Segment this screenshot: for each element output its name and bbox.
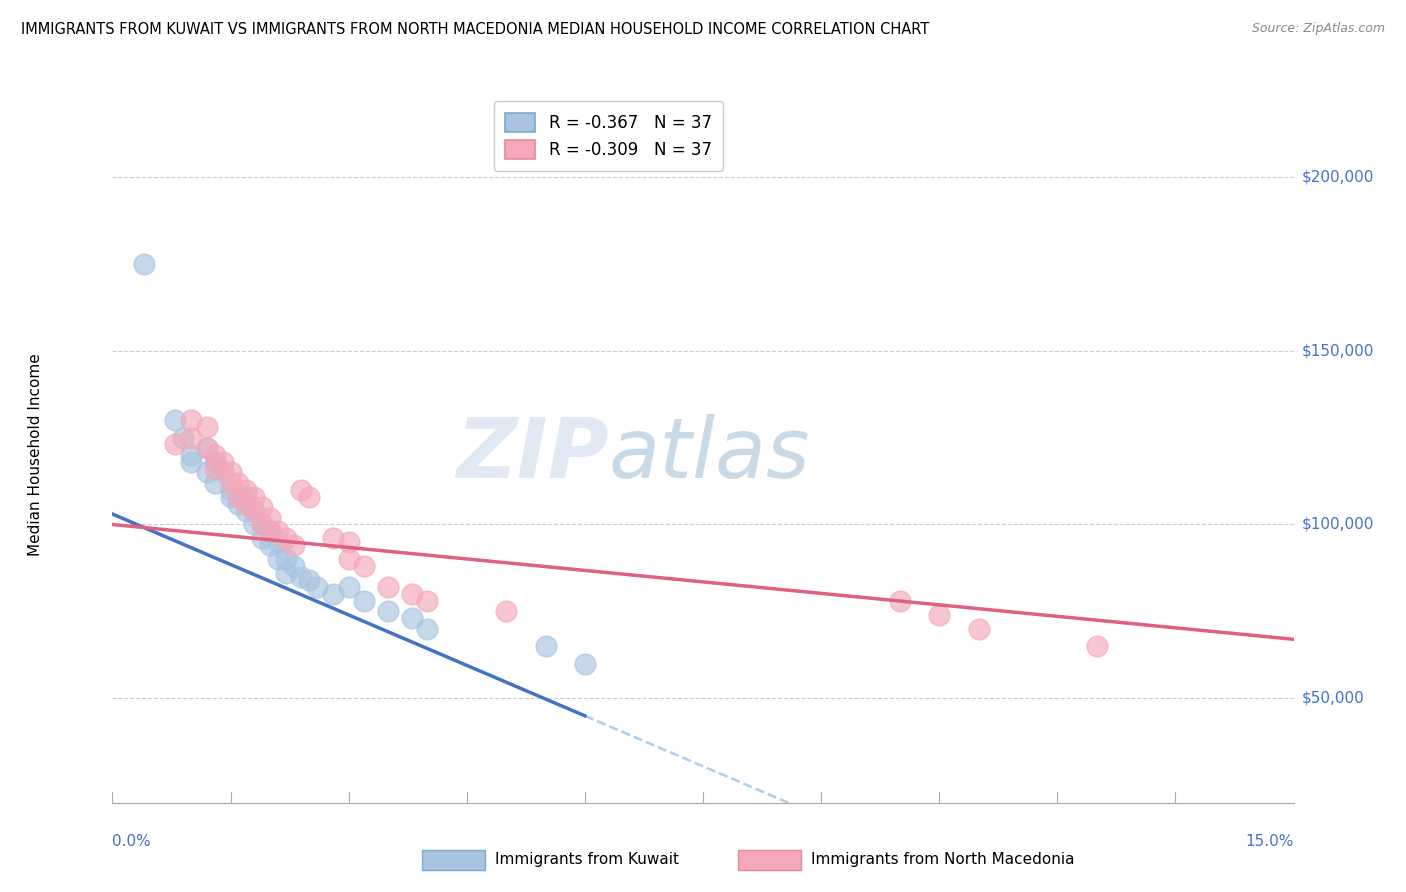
Point bbox=[928, 607, 950, 622]
Point bbox=[219, 490, 242, 504]
Point bbox=[219, 466, 242, 480]
Point bbox=[219, 483, 242, 497]
Point bbox=[172, 430, 194, 444]
Text: ZIP: ZIP bbox=[456, 415, 609, 495]
Point bbox=[267, 552, 290, 566]
Point bbox=[401, 587, 423, 601]
Point bbox=[259, 510, 281, 524]
Point bbox=[180, 430, 202, 444]
Text: $150,000: $150,000 bbox=[1302, 343, 1374, 358]
Point bbox=[337, 552, 360, 566]
Point bbox=[211, 466, 233, 480]
Point bbox=[235, 483, 257, 497]
Point bbox=[211, 455, 233, 469]
Point bbox=[195, 441, 218, 455]
Point bbox=[180, 448, 202, 462]
Point bbox=[243, 490, 266, 504]
Point bbox=[250, 517, 273, 532]
Point bbox=[243, 517, 266, 532]
Point bbox=[416, 622, 439, 636]
Point bbox=[243, 503, 266, 517]
Point bbox=[228, 475, 250, 490]
Point bbox=[195, 420, 218, 434]
Point bbox=[353, 594, 375, 608]
Point bbox=[267, 524, 290, 539]
Point bbox=[204, 455, 226, 469]
Point bbox=[967, 622, 990, 636]
Point bbox=[274, 552, 297, 566]
Text: atlas: atlas bbox=[609, 415, 810, 495]
Point bbox=[250, 500, 273, 514]
Point bbox=[290, 483, 312, 497]
Point bbox=[1085, 639, 1108, 653]
Text: Source: ZipAtlas.com: Source: ZipAtlas.com bbox=[1251, 22, 1385, 36]
Point bbox=[250, 517, 273, 532]
Point bbox=[195, 441, 218, 455]
Point bbox=[889, 594, 911, 608]
Point bbox=[322, 532, 344, 546]
Point bbox=[274, 566, 297, 581]
Point bbox=[283, 538, 305, 552]
Point bbox=[495, 605, 517, 619]
Point bbox=[259, 538, 281, 552]
Text: $50,000: $50,000 bbox=[1302, 691, 1365, 706]
Text: Immigrants from Kuwait: Immigrants from Kuwait bbox=[495, 853, 679, 867]
Point bbox=[377, 580, 399, 594]
Point bbox=[534, 639, 557, 653]
Point bbox=[298, 490, 321, 504]
Point bbox=[377, 605, 399, 619]
Point bbox=[250, 532, 273, 546]
Point bbox=[180, 413, 202, 427]
Point bbox=[204, 448, 226, 462]
Text: IMMIGRANTS FROM KUWAIT VS IMMIGRANTS FROM NORTH MACEDONIA MEDIAN HOUSEHOLD INCOM: IMMIGRANTS FROM KUWAIT VS IMMIGRANTS FRO… bbox=[21, 22, 929, 37]
Text: $200,000: $200,000 bbox=[1302, 169, 1374, 184]
Text: Median Household Income: Median Household Income bbox=[28, 353, 44, 557]
Point bbox=[290, 570, 312, 584]
Point bbox=[574, 657, 596, 671]
Point bbox=[228, 497, 250, 511]
Text: $100,000: $100,000 bbox=[1302, 517, 1374, 532]
Point bbox=[235, 497, 257, 511]
Text: Immigrants from North Macedonia: Immigrants from North Macedonia bbox=[811, 853, 1074, 867]
Point bbox=[195, 466, 218, 480]
Point bbox=[180, 455, 202, 469]
Point bbox=[243, 503, 266, 517]
Point bbox=[307, 580, 329, 594]
Point bbox=[337, 534, 360, 549]
Point bbox=[235, 503, 257, 517]
Text: 15.0%: 15.0% bbox=[1246, 834, 1294, 849]
Point bbox=[298, 573, 321, 587]
Point bbox=[132, 256, 155, 270]
Point bbox=[204, 475, 226, 490]
Point bbox=[401, 611, 423, 625]
Point bbox=[235, 490, 257, 504]
Point bbox=[228, 490, 250, 504]
Text: 0.0%: 0.0% bbox=[112, 834, 152, 849]
Point bbox=[165, 437, 187, 451]
Point bbox=[322, 587, 344, 601]
Point bbox=[259, 524, 281, 539]
Point bbox=[274, 532, 297, 546]
Point bbox=[337, 580, 360, 594]
Point bbox=[204, 462, 226, 476]
Point bbox=[219, 475, 242, 490]
Point bbox=[267, 534, 290, 549]
Point bbox=[165, 413, 187, 427]
Point bbox=[283, 559, 305, 574]
Point bbox=[353, 559, 375, 574]
Point bbox=[416, 594, 439, 608]
Point bbox=[259, 524, 281, 539]
Legend: R = -0.367   N = 37, R = -0.309   N = 37: R = -0.367 N = 37, R = -0.309 N = 37 bbox=[494, 102, 723, 170]
